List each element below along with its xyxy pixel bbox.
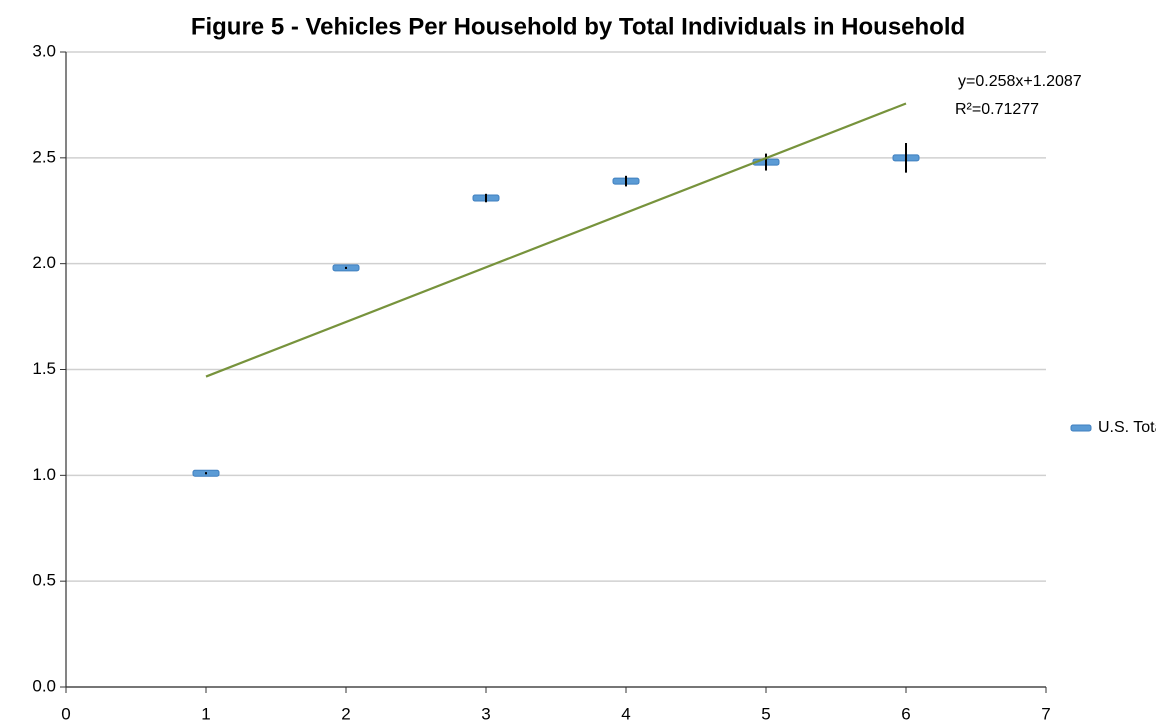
x-tick-label: 2 [341,704,350,723]
y-tick-label: 0.0 [32,676,56,695]
x-tick-label: 1 [201,704,210,723]
y-tick-label: 0.5 [32,571,56,590]
x-tick-label: 7 [1041,704,1050,723]
y-tick-label: 2.0 [32,253,56,272]
legend-marker [1070,424,1092,432]
y-tick-label: 1.5 [32,359,56,378]
x-tick-label: 0 [61,704,70,723]
y-tick-label: 3.0 [32,41,56,60]
trend-r2: R²=0.71277 [955,101,1039,118]
chart-title: Figure 5 - Vehicles Per Household by Tot… [191,13,965,40]
x-tick-label: 3 [481,704,490,723]
trendline [205,102,907,378]
trend-equation: y=0.258x+1.2087 [958,73,1082,90]
legend-label: U.S. Total* [1098,419,1156,436]
x-tick-label: 4 [621,704,630,723]
x-tick-label: 5 [761,704,770,723]
y-tick-label: 2.5 [32,147,56,166]
x-tick-label: 6 [901,704,910,723]
y-tick-label: 1.0 [32,465,56,484]
